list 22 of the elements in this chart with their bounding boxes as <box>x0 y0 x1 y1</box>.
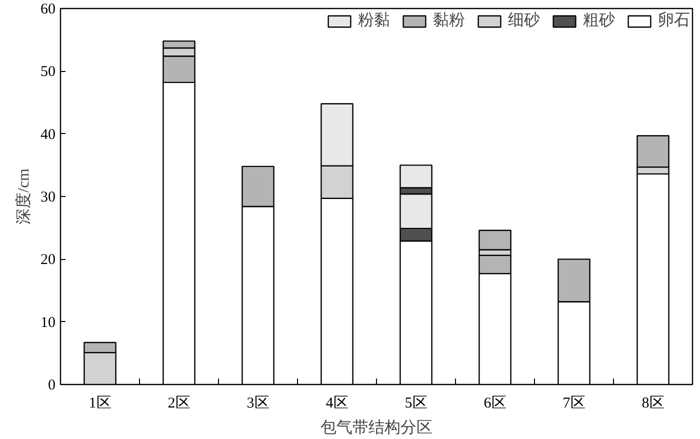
y-tick-label: 60 <box>40 2 56 18</box>
y-tick-label: 0 <box>48 378 56 394</box>
x-tick-label: 3区 <box>246 396 270 412</box>
legend-label: 粉黏 <box>358 10 390 31</box>
x-tick-label: 4区 <box>326 396 348 412</box>
y-tick-label: 20 <box>40 252 56 268</box>
x-tick-label: 5区 <box>404 396 428 412</box>
y-tick-label: 50 <box>40 64 56 80</box>
x-tick-label: 1区 <box>88 396 112 412</box>
legend-label: 粗砂 <box>583 10 615 31</box>
x-tick-label: 7区 <box>562 396 586 412</box>
x-tick-label: 2区 <box>168 396 190 412</box>
legend-label: 黏粉 <box>433 10 465 31</box>
y-axis-title: 深度/cm <box>14 168 32 224</box>
x-tick-label: 6区 <box>484 396 506 412</box>
y-tick-label: 10 <box>40 314 56 331</box>
y-tick-label: 40 <box>40 126 56 143</box>
x-tick-label: 8区 <box>642 396 664 412</box>
legend-label: 卵石 <box>658 10 690 31</box>
legend-label: 细砂 <box>508 10 540 31</box>
y-tick-label: 30 <box>40 190 56 206</box>
x-axis-title: 包气带结构分区 <box>320 418 432 436</box>
